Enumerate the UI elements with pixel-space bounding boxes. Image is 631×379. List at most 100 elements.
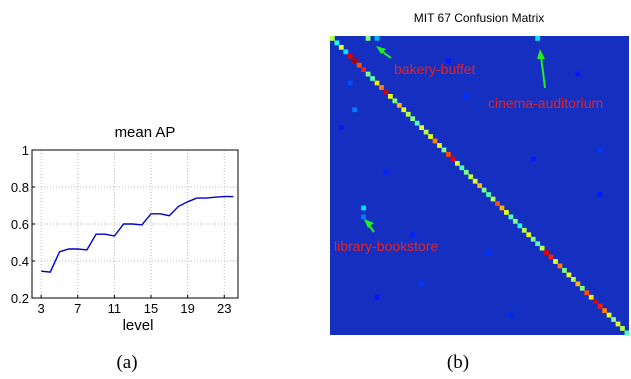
heatmap-cell-diag (450, 156, 456, 162)
heatmap-cell-diag (463, 169, 469, 175)
chart-a-ticks: 3 7 11 15 19 23 0.2 0.4 0.6 0.8 1 (11, 143, 232, 316)
heatmap-cell-diag (490, 196, 496, 202)
chart-a-ytick-label: 0.6 (11, 217, 29, 232)
chart-a-title: mean AP (115, 124, 176, 141)
heatmap-cell-diag (588, 294, 594, 300)
heatmap-cell-diag (548, 254, 554, 260)
heatmap-cell-diag (352, 58, 358, 64)
heatmap-cell-diag (584, 290, 590, 296)
caption-b: (b) (447, 352, 469, 373)
heatmap-cell-diag (553, 259, 558, 264)
heatmap-cell-diag (624, 330, 630, 336)
annotation-library-bookstore: library-bookstore (334, 238, 438, 254)
heatmap-cell-diag (517, 223, 523, 229)
chart-a-xtick-label: 3 (38, 301, 45, 316)
heatmap-cell-offdiag (383, 169, 389, 175)
arrow-library-bookstore (364, 219, 375, 233)
heatmap-cell-diag (410, 116, 416, 122)
heatmap-cell-diag (570, 276, 576, 282)
panel-a: mean AP 3 7 11 15 19 23 0.2 0.4 0.6 0.8 1 level (a… (11, 124, 239, 373)
heatmap-cell-offdiag (419, 281, 425, 287)
heatmap-cell-diag (606, 312, 612, 318)
heatmap-cell-diag (504, 210, 509, 215)
heatmap-cell-diag (396, 102, 402, 108)
heatmap-cell-diag (566, 272, 572, 278)
heatmap-cell-offdiag (597, 192, 603, 197)
heatmap-cell-diag (414, 120, 420, 126)
heatmap-cell-diag (495, 201, 500, 206)
heatmap-cell-offdiag (486, 250, 491, 255)
heatmap-cell-diag (486, 192, 491, 197)
heatmap-cells (330, 36, 630, 336)
heatmap-cell-diag (347, 53, 353, 59)
heatmap-cell-diag (383, 89, 389, 95)
annotation-cinema-auditorium: cinema-auditorium (488, 95, 603, 111)
chart-a-ytick-label: 0.2 (11, 291, 29, 306)
heatmap-cell-diag (428, 134, 433, 139)
heatmap-cell-diag (423, 129, 429, 135)
heatmap-cell-offdiag (410, 232, 416, 238)
heatmap-cell-diag (539, 245, 545, 251)
heatmap-cell-diag (365, 71, 371, 77)
heatmap-cell-diag (472, 178, 478, 184)
heatmap-cell-diag (521, 227, 527, 233)
chart-a-xtick-label: 19 (180, 301, 194, 316)
heatmap-cell-diag (512, 218, 518, 224)
heatmap-cell-diag (392, 98, 398, 104)
heatmap-cell-offdiag (575, 71, 581, 77)
chart-a-xlabel: level (123, 317, 154, 334)
heatmap-cell-diag (611, 317, 616, 322)
heatmap-cell-offdiag (530, 156, 536, 162)
heatmap-cell-diag (468, 174, 474, 180)
heatmap-cell-diag (370, 76, 375, 81)
annotation-bakery-buffet: bakery-buffet (394, 61, 476, 77)
heatmap-cell-diag (334, 40, 340, 46)
chart-a-xtick-label: 11 (108, 301, 122, 316)
heatmap-cell-offdiag (374, 294, 380, 300)
chart-a-xtick-label: 15 (144, 301, 158, 316)
heatmap-cell-diag (530, 236, 536, 242)
chart-a-xtick-label: 7 (74, 301, 81, 316)
heatmap-cell-offdiag (361, 214, 366, 220)
heatmap-cell-diag (379, 85, 384, 90)
heatmap-cell-diag (401, 107, 407, 113)
heatmap-cell-diag (454, 160, 460, 166)
heatmap-cell-diag (579, 285, 585, 291)
heatmap-cell-diag (419, 125, 425, 131)
panel-b: MIT 67 Confusion Matrix bakery-buffet ci… (330, 11, 630, 373)
chart-a-ytick-label: 0.8 (11, 180, 29, 195)
heatmap-cell-offdiag (463, 94, 469, 99)
chart-a-frame (31, 149, 239, 299)
heatmap-cell-offdiag (535, 36, 541, 41)
heatmap-cell-diag (459, 165, 465, 171)
heatmap-cell-diag (356, 62, 362, 68)
heatmap-cell-diag (593, 299, 599, 305)
heatmap-cell-diag (526, 232, 532, 238)
heatmap-cell-offdiag (347, 80, 353, 86)
heatmap-cell-diag (602, 308, 607, 313)
chart-a-ytick-label: 0.4 (11, 254, 29, 269)
heatmap-cell-diag (499, 205, 505, 211)
heatmap-cell-offdiag (361, 205, 366, 211)
heatmap-cell-offdiag (338, 125, 344, 131)
heatmap-cell-diag (338, 44, 344, 50)
arrow-bakery-buffet (376, 46, 392, 59)
heatmap-cell-diag (615, 321, 621, 327)
chart-b-title: MIT 67 Confusion Matrix (414, 11, 545, 25)
heatmap-cell-diag (441, 147, 447, 153)
heatmap-cell-diag (481, 187, 487, 193)
caption-a: (a) (116, 352, 137, 373)
heatmap-cell-diag (374, 80, 380, 86)
heatmap-cell-diag (597, 303, 603, 309)
heatmap-cell-diag (437, 143, 442, 148)
chart-a-ytick-label: 1 (22, 143, 29, 158)
heatmap-cell-diag (620, 326, 625, 331)
arrow-cinema-auditorium (537, 49, 546, 89)
heatmap-cell-diag (575, 281, 581, 287)
heatmap-cell-offdiag (365, 36, 371, 41)
heatmap-cell-diag (405, 111, 411, 117)
heatmap-cell-diag (562, 268, 567, 273)
heatmap-cell-diag (477, 183, 483, 189)
heatmap-cell-offdiag (446, 58, 451, 64)
